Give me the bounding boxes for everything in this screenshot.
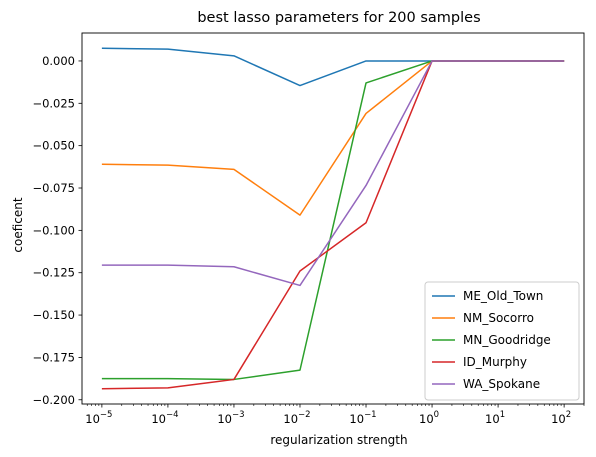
legend-label: ID_Murphy <box>463 355 527 369</box>
x-tick-exponent: −5 <box>100 410 113 420</box>
x-tick-base: 10 <box>419 412 434 426</box>
x-tick-label: 10−2 <box>283 410 310 426</box>
y-axis: 0.000 −0.025 −0.050 −0.075 −0.100 −0.125 −0.15… <box>32 54 82 407</box>
x-tick-base: 10 <box>283 412 298 426</box>
x-tick-base: 10 <box>217 412 232 426</box>
x-tick-exponent: −3 <box>232 410 245 420</box>
y-tick-label: −0.100 <box>32 223 75 237</box>
y-tick-label: 0.000 <box>42 54 75 68</box>
x-tick-label: 10−5 <box>85 410 112 426</box>
y-tick-label: −0.150 <box>32 308 75 322</box>
x-tick-base: 10 <box>485 412 500 426</box>
x-tick-base: 10 <box>551 412 566 426</box>
chart-title: best lasso parameters for 200 samples <box>197 10 480 26</box>
x-tick-exponent: 0 <box>434 410 439 420</box>
legend: ME_Old_Town NM_Socorro MN_Goodridge ID_Murp… <box>425 282 579 400</box>
y-tick-label: −0.125 <box>32 266 75 280</box>
legend-label: NM_Socorro <box>463 311 534 325</box>
x-axis: 10−5 10−4 10−3 10−2 10−1 100 101 102 <box>85 404 584 426</box>
x-tick-exponent: −4 <box>166 410 179 420</box>
x-tick-label: 102 <box>551 410 571 426</box>
x-tick-exponent: −1 <box>364 410 377 420</box>
series-line-nm-socorro <box>102 61 564 215</box>
legend-label: WA_Spokane <box>463 377 540 391</box>
series-line-wa-spokane <box>102 61 564 285</box>
series-line-me-old-town <box>102 48 564 85</box>
x-axis-title: regularization strength <box>270 433 407 447</box>
x-tick-exponent: 2 <box>566 410 571 420</box>
y-tick-label: −0.075 <box>32 181 75 195</box>
y-axis-title: coeficent <box>11 197 25 252</box>
y-tick-label: −0.200 <box>32 393 75 407</box>
y-tick-label: −0.175 <box>32 350 75 364</box>
x-tick-base: 10 <box>349 412 364 426</box>
x-tick-label: 10−4 <box>151 410 178 426</box>
legend-label: ME_Old_Town <box>463 289 543 303</box>
x-tick-base: 10 <box>85 412 100 426</box>
x-tick-label: 10−1 <box>349 410 376 426</box>
y-tick-label: −0.050 <box>32 139 75 153</box>
legend-label: MN_Goodridge <box>463 333 551 347</box>
x-tick-label: 100 <box>419 410 439 426</box>
x-tick-base: 10 <box>151 412 166 426</box>
x-tick-label: 10−3 <box>217 410 244 426</box>
x-tick-exponent: −2 <box>298 410 311 420</box>
x-tick-exponent: 1 <box>500 410 505 420</box>
x-tick-label: 101 <box>485 410 505 426</box>
y-tick-label: −0.025 <box>32 96 75 110</box>
